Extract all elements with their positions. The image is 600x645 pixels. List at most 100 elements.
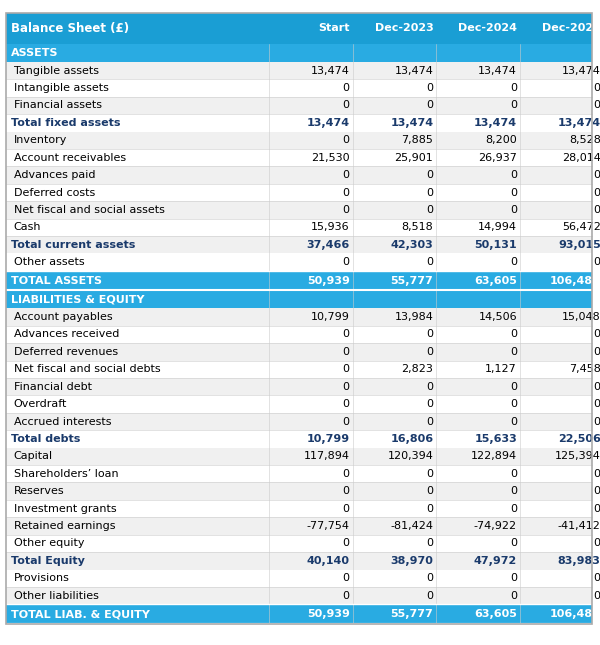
Text: -77,754: -77,754: [307, 521, 350, 531]
Text: ASSETS: ASSETS: [11, 48, 58, 58]
Text: 13,474: 13,474: [562, 66, 600, 75]
Text: 50,131: 50,131: [475, 240, 517, 250]
Text: TOTAL LIAB. & EQUITY: TOTAL LIAB. & EQUITY: [11, 609, 149, 619]
Text: 0: 0: [343, 101, 350, 110]
FancyBboxPatch shape: [6, 361, 592, 378]
Text: 0: 0: [427, 591, 433, 600]
FancyBboxPatch shape: [6, 500, 592, 517]
Text: 0: 0: [593, 83, 600, 93]
Text: 0: 0: [427, 188, 433, 197]
Text: 0: 0: [343, 591, 350, 600]
Text: 0: 0: [593, 539, 600, 548]
Text: 14,994: 14,994: [478, 223, 517, 232]
Text: 0: 0: [427, 486, 433, 496]
Text: 0: 0: [510, 591, 517, 600]
FancyBboxPatch shape: [6, 184, 592, 201]
Text: 13,474: 13,474: [478, 66, 517, 75]
Text: 28,014: 28,014: [562, 153, 600, 163]
Text: 0: 0: [343, 504, 350, 513]
Text: Net fiscal and social assets: Net fiscal and social assets: [14, 205, 164, 215]
FancyBboxPatch shape: [6, 62, 592, 79]
Text: 93,015: 93,015: [558, 240, 600, 250]
FancyBboxPatch shape: [6, 201, 592, 219]
Text: Deferred revenues: Deferred revenues: [14, 347, 118, 357]
FancyBboxPatch shape: [6, 413, 592, 430]
Text: 0: 0: [510, 417, 517, 426]
Text: 0: 0: [593, 417, 600, 426]
Text: 26,937: 26,937: [478, 153, 517, 163]
FancyBboxPatch shape: [6, 535, 592, 552]
Text: Cash: Cash: [14, 223, 41, 232]
Text: 16,806: 16,806: [390, 434, 433, 444]
Text: 13,474: 13,474: [394, 66, 433, 75]
FancyBboxPatch shape: [6, 13, 592, 44]
Text: 15,633: 15,633: [474, 434, 517, 444]
Text: Intangible assets: Intangible assets: [14, 83, 109, 93]
Text: 15,936: 15,936: [311, 223, 350, 232]
Text: 1,127: 1,127: [485, 364, 517, 374]
Text: 125,394: 125,394: [555, 451, 600, 461]
Text: Financial debt: Financial debt: [14, 382, 92, 392]
Text: 0: 0: [593, 170, 600, 180]
FancyBboxPatch shape: [6, 604, 592, 624]
Text: Account receivables: Account receivables: [14, 153, 126, 163]
Text: 0: 0: [593, 101, 600, 110]
Text: 13,474: 13,474: [307, 118, 350, 128]
Text: Capital: Capital: [14, 451, 53, 461]
Text: Advances paid: Advances paid: [14, 170, 95, 180]
Text: 0: 0: [427, 399, 433, 409]
FancyBboxPatch shape: [6, 97, 592, 114]
Text: 122,894: 122,894: [471, 451, 517, 461]
Text: 0: 0: [343, 257, 350, 267]
Text: 14,506: 14,506: [478, 312, 517, 322]
Text: 106,488: 106,488: [550, 275, 600, 286]
Text: 0: 0: [510, 486, 517, 496]
FancyBboxPatch shape: [6, 517, 592, 535]
Text: 0: 0: [427, 504, 433, 513]
Text: 0: 0: [510, 347, 517, 357]
Text: 0: 0: [510, 399, 517, 409]
FancyBboxPatch shape: [6, 219, 592, 236]
Text: 0: 0: [427, 257, 433, 267]
Text: 7,885: 7,885: [401, 135, 433, 145]
Text: TOTAL ASSETS: TOTAL ASSETS: [11, 275, 102, 286]
Text: 40,140: 40,140: [307, 556, 350, 566]
Text: 0: 0: [510, 504, 517, 513]
Text: Total debts: Total debts: [11, 434, 80, 444]
Text: 0: 0: [593, 257, 600, 267]
Text: 0: 0: [343, 170, 350, 180]
Text: 56,472: 56,472: [562, 223, 600, 232]
Text: 13,474: 13,474: [311, 66, 350, 75]
Text: 0: 0: [427, 382, 433, 392]
FancyBboxPatch shape: [6, 132, 592, 149]
FancyBboxPatch shape: [6, 236, 592, 253]
Text: LIABILITIES & EQUITY: LIABILITIES & EQUITY: [11, 294, 144, 304]
Text: 106,488: 106,488: [550, 609, 600, 619]
Text: 0: 0: [593, 330, 600, 339]
Text: 0: 0: [593, 382, 600, 392]
Text: 0: 0: [593, 573, 600, 583]
Text: 0: 0: [510, 205, 517, 215]
FancyBboxPatch shape: [6, 587, 592, 604]
Text: Advances received: Advances received: [14, 330, 119, 339]
FancyBboxPatch shape: [6, 570, 592, 587]
Text: Reserves: Reserves: [14, 486, 64, 496]
Text: 15,048: 15,048: [562, 312, 600, 322]
Text: 13,474: 13,474: [557, 118, 600, 128]
Text: 22,506: 22,506: [558, 434, 600, 444]
Text: 0: 0: [427, 83, 433, 93]
Text: Account payables: Account payables: [14, 312, 112, 322]
Text: Other equity: Other equity: [14, 539, 84, 548]
Text: 0: 0: [427, 347, 433, 357]
Text: 0: 0: [427, 101, 433, 110]
Text: Other assets: Other assets: [14, 257, 85, 267]
FancyBboxPatch shape: [6, 343, 592, 361]
Text: 0: 0: [427, 539, 433, 548]
Text: 0: 0: [593, 205, 600, 215]
Text: Retained earnings: Retained earnings: [14, 521, 115, 531]
Text: 13,474: 13,474: [474, 118, 517, 128]
Text: 0: 0: [510, 469, 517, 479]
Text: 0: 0: [343, 330, 350, 339]
Text: Overdraft: Overdraft: [14, 399, 67, 409]
Text: 55,777: 55,777: [391, 609, 433, 619]
